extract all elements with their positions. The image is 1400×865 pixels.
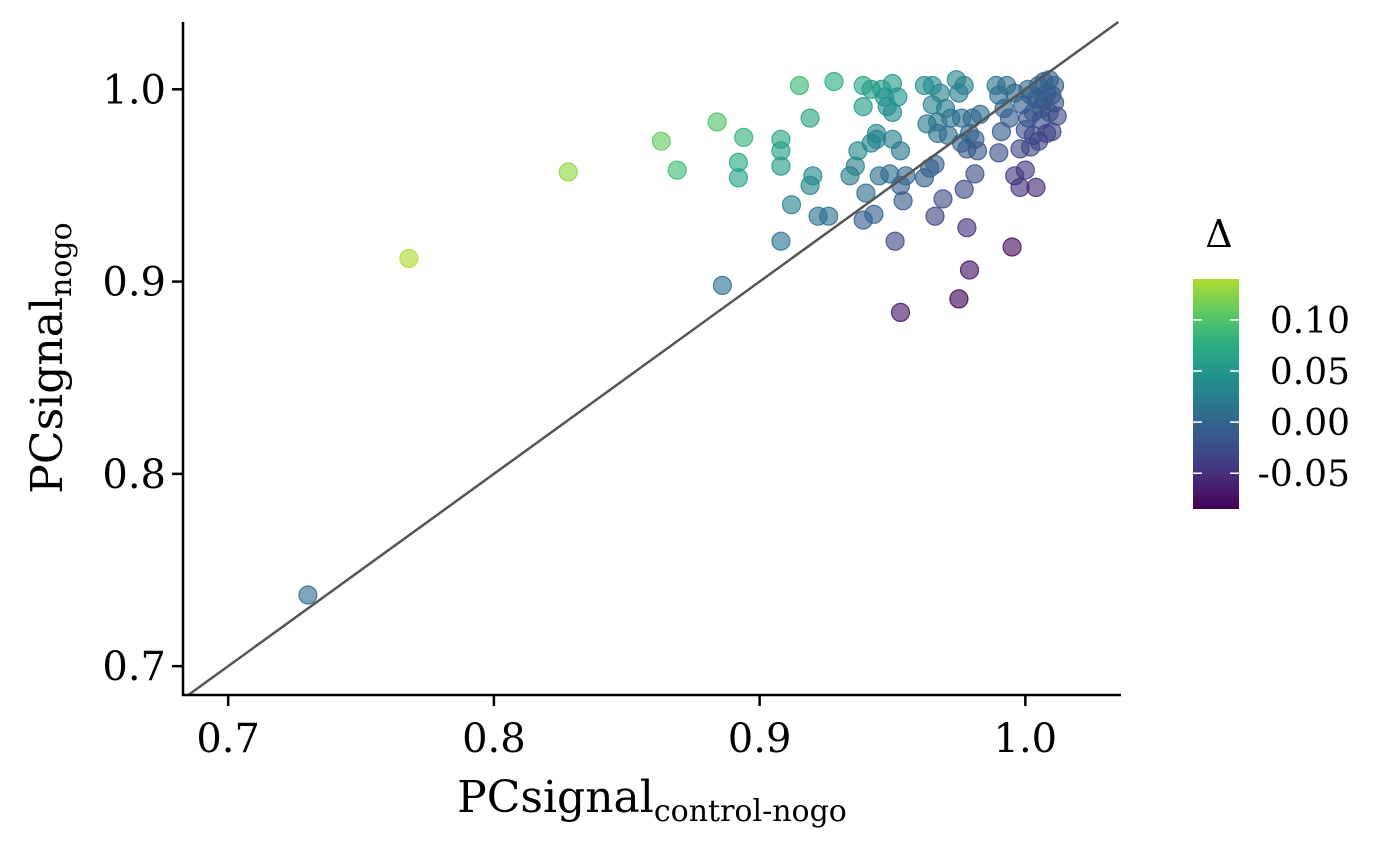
color-legend: Δ 0.10 0.05 0.00 -0.05 [1193,212,1350,509]
identity-line [187,20,1120,697]
legend-tick-label: 0.05 [1270,352,1350,393]
data-point [959,260,980,280]
legend-tick-label: 0.00 [1270,403,1350,444]
data-point [1026,177,1046,197]
data-point [399,248,419,269]
data-point [890,141,911,161]
data-point [728,168,749,188]
data-point [888,87,908,107]
x-axis-ticks: 0.7 0.8 0.9 1.0 [196,695,1057,762]
legend-tick-label: -0.05 [1258,454,1350,495]
data-point [712,275,733,295]
data-point [925,206,945,226]
data-point [667,160,687,180]
legend-ticks: 0.10 0.05 0.00 -0.05 [1193,301,1350,495]
legend-tick-label: 0.10 [1270,301,1350,342]
data-point [856,183,876,203]
y-tick-label: 0.9 [102,260,166,306]
data-point [734,127,754,147]
x-tick-label: 0.8 [462,716,526,762]
data-point [853,96,873,117]
data-point [989,143,1009,163]
y-tick-label: 0.8 [102,452,166,498]
data-point [965,164,985,184]
data-point [967,141,988,161]
data-point [651,131,671,151]
x-axis-title: PCsignalcontrol-nogo [457,772,847,829]
data-point [707,112,727,132]
x-tick-label: 1.0 [994,716,1058,762]
points-layer [298,70,1067,605]
data-point [890,302,911,322]
y-axis-title: PCsignalnogo [22,222,79,493]
data-point [1010,177,1030,197]
x-axis-title-subscript: control-nogo [654,794,847,829]
data-point [885,231,905,251]
data-point [954,75,974,96]
y-axis-title-base: PCsignal [22,297,73,494]
data-point [1044,75,1065,96]
data-point [999,108,1020,128]
y-axis-title-subscript: nogo [44,222,79,297]
data-point [1047,106,1067,126]
data-point [800,108,820,128]
data-point [771,231,791,251]
data-point [954,179,974,199]
y-axis-ticks: 0.7 0.8 0.9 1.0 [102,67,183,690]
data-point [893,191,913,211]
data-point [558,162,578,182]
data-point [789,75,810,96]
data-point [824,71,844,92]
data-point [933,189,953,209]
data-point [781,195,802,215]
data-point [949,289,969,309]
data-point [819,206,839,226]
data-point [1015,160,1035,180]
y-tick-label: 0.7 [102,644,166,690]
x-axis-title-base: PCsignal [457,772,654,823]
data-point [803,166,823,186]
data-point [866,129,887,149]
data-point [771,156,791,176]
legend-title: Δ [1205,212,1232,256]
data-point [864,204,884,224]
y-tick-label: 1.0 [102,67,166,113]
data-point [957,218,977,238]
x-tick-label: 0.7 [196,716,260,762]
x-tick-label: 0.9 [728,716,792,762]
data-point [298,585,318,605]
data-point [1002,237,1022,257]
legend-colorbar [1193,279,1239,509]
